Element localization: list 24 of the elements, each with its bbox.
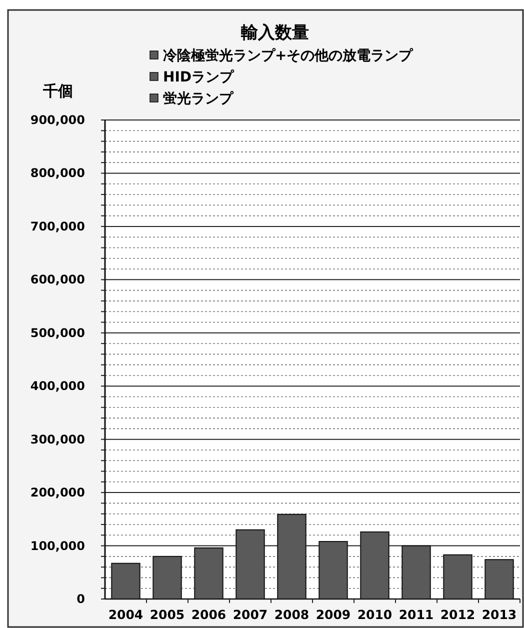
y-tick-label: 500,000 — [30, 326, 85, 340]
x-tick-label: 2012 — [440, 607, 476, 622]
x-tick-label: 2004 — [108, 607, 144, 622]
x-tick-label: 2011 — [398, 607, 434, 622]
legend-label: 蛍光ランプ — [163, 90, 234, 107]
y-tick-label: 300,000 — [30, 432, 85, 446]
x-tick-label: 2007 — [232, 607, 268, 622]
y-tick-label: 100,000 — [30, 538, 85, 553]
y-tick-label: 200,000 — [30, 486, 85, 500]
x-tick-label: 2010 — [357, 607, 392, 622]
y-tick-label: 0 — [76, 592, 85, 606]
y-tick-label: 600,000 — [30, 272, 85, 287]
y-tick-label: 800,000 — [30, 166, 85, 180]
x-tick-label: 2005 — [150, 607, 185, 622]
y-axis-title: 千個 — [42, 82, 73, 100]
x-tick-label: 2009 — [316, 607, 351, 622]
legend-label: HIDランプ — [163, 68, 235, 86]
x-tick-label: 2006 — [191, 607, 226, 622]
x-tick-label: 2008 — [274, 607, 310, 622]
y-tick-label: 400,000 — [30, 379, 85, 394]
chart-title: 輸入数量 — [240, 23, 309, 43]
y-tick-label: 700,000 — [30, 219, 85, 234]
y-tick-label: 900,000 — [30, 113, 85, 127]
x-tick-label: 2013 — [482, 607, 517, 622]
